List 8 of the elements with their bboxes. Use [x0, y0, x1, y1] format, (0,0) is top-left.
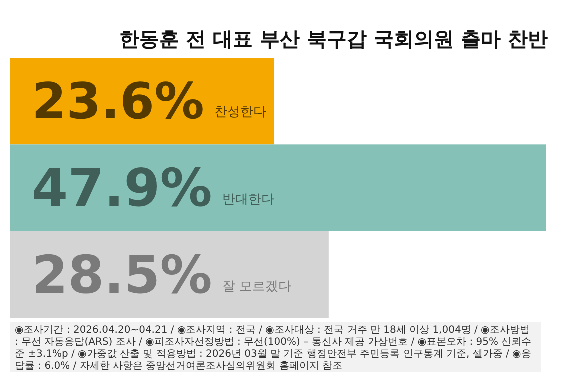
y-tick-label: 찬성한다	[214, 105, 266, 120]
data-label: 28.5%	[32, 246, 212, 306]
y-tick-label: 잘 모르겠다	[222, 279, 292, 294]
data-label: 47.9%	[32, 159, 212, 220]
y-tick-label: 반대한다	[222, 192, 274, 208]
data-label: 23.6%	[32, 72, 204, 131]
chart-title: 한동훈 전 대표 부산 북구갑 국회의원 출마 찬반	[119, 27, 548, 51]
annotation: ◉조사기간 : 2026.04.20~04.21 / ◉조사지역 : 전국 / ◉조사대상 : 전국 거주 만 18세 이상 1,004명 / ◉조사방법 : 무선 자동응답(ARS) 조사 / ◉피조사자선정방법 : 무선(100%) – 통신사 제공 가상번호 / ◉표본오차 : 95% 신뢰수준 ±3.1%p / ◉가중값 산출 및 적용방법 : 2026년 03월 말 기준 행정안전부 주민등록 인구통계 기준, 셀가중 / ◉응답률 : 6.0% / 자세한 사항은 중앙선거여론조사심의위원회 홈페이지 참조	[10, 322, 541, 372]
